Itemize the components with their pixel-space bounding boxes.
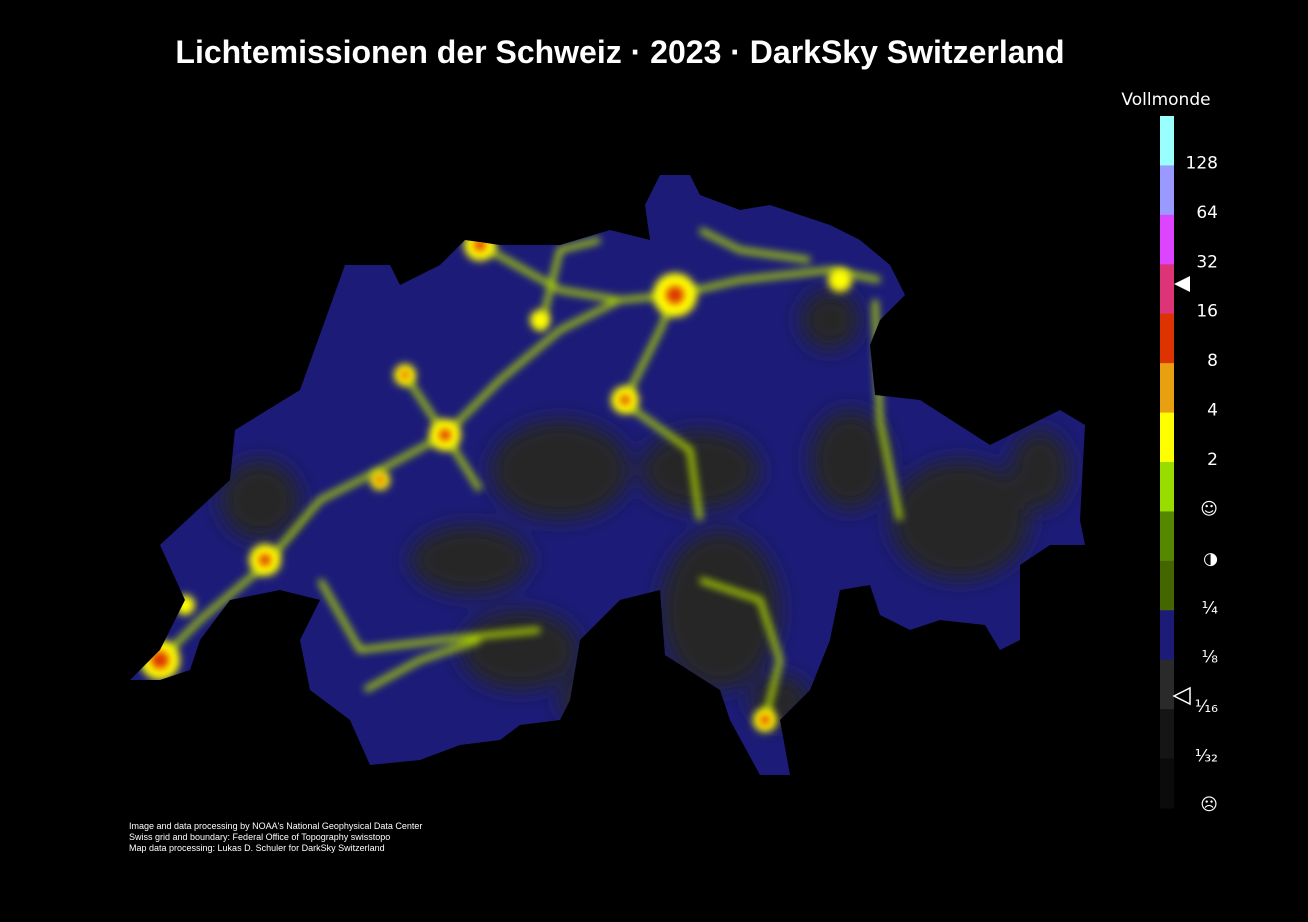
- legend-label: 64: [1196, 203, 1218, 223]
- legend-band: [1160, 511, 1174, 562]
- legend-label: 2: [1207, 450, 1218, 470]
- legend-band: [1160, 412, 1174, 463]
- legend-band: [1160, 363, 1174, 414]
- legend-label: ☹: [1200, 795, 1218, 815]
- legend-label: ☺: [1200, 499, 1218, 519]
- legend-band: [1160, 560, 1174, 611]
- legend-label: ◑: [1203, 549, 1218, 569]
- legend-label: ¹⁄₁₆: [1195, 697, 1218, 717]
- legend-title: Vollmonde: [1121, 90, 1210, 110]
- marker: [1172, 686, 1191, 706]
- legend-band: [1160, 462, 1174, 512]
- credit-line: Swiss grid and boundary: Federal Office …: [129, 832, 390, 842]
- legend: 128 64 32 16 8 4 2 ☺ ◑ ¼ ⅛ ¹⁄₁₆ ¹⁄₃₂ ☹: [1160, 116, 1218, 815]
- legend-band: [1160, 116, 1174, 166]
- legend-band: [1160, 165, 1174, 216]
- legend-label: ¼: [1202, 598, 1218, 618]
- marker: [1174, 276, 1190, 292]
- legend-label: ⅛: [1202, 648, 1218, 668]
- legend-band: [1160, 610, 1174, 661]
- credit-line: Map data processing: Lukas D. Schuler fo…: [129, 843, 385, 853]
- legend-band: [1160, 264, 1174, 315]
- legend-band: [1160, 659, 1174, 710]
- legend-band: [1160, 313, 1174, 364]
- credits: Image and data processing by NOAA's Nati…: [129, 821, 422, 853]
- legend-band: [1160, 214, 1174, 265]
- legend-label: 8: [1207, 351, 1218, 371]
- legend-band: [1160, 709, 1174, 760]
- legend-label: 128: [1186, 153, 1218, 173]
- title: Lichtemissionen der Schweiz · 2023 · Dar…: [175, 34, 1064, 70]
- legend-label: 4: [1207, 401, 1218, 421]
- credit-line: Image and data processing by NOAA's Nati…: [129, 821, 422, 831]
- legend-label: 32: [1196, 252, 1218, 272]
- legend-label: ¹⁄₃₂: [1195, 747, 1218, 767]
- legend-band: [1160, 758, 1174, 809]
- legend-label: 16: [1196, 302, 1218, 322]
